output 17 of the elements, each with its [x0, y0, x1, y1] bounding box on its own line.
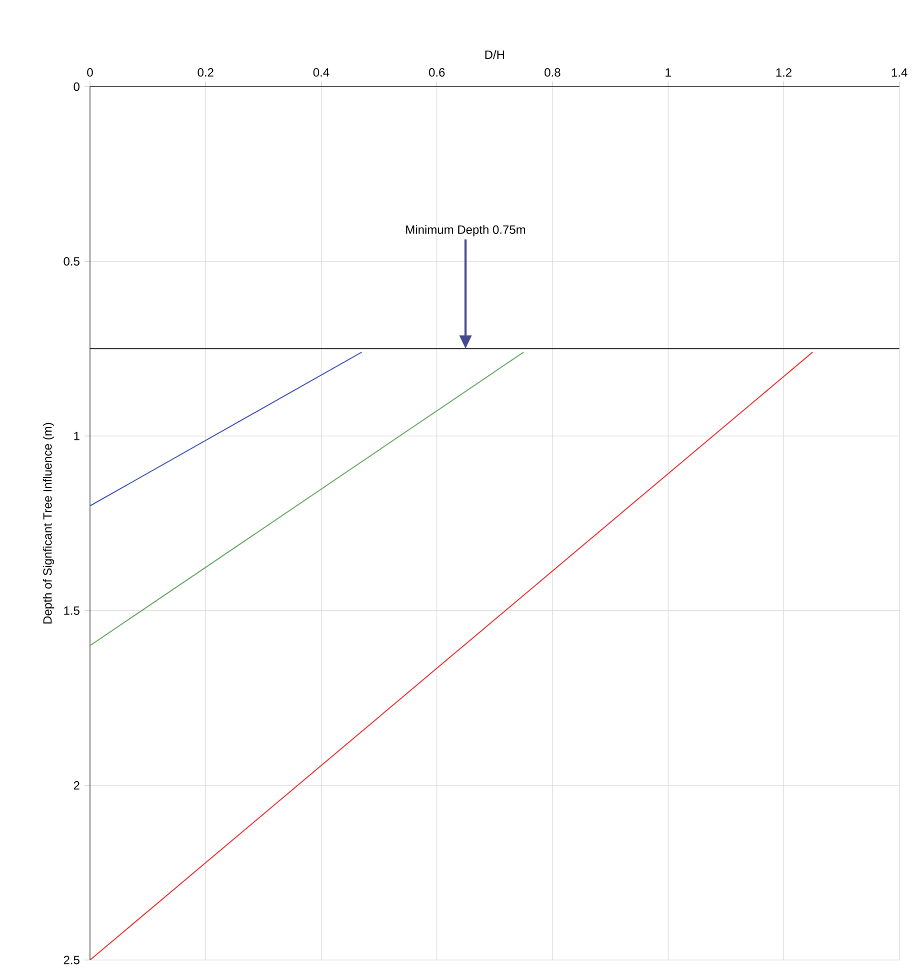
x-tick-label: 0.6	[428, 68, 445, 77]
y-tick-label: 2	[74, 781, 80, 790]
y-tick-label: 1	[74, 432, 80, 440]
x-axis-title: D/H	[485, 50, 504, 59]
ref-line-label: Minimum Depth 0.75m	[406, 225, 526, 236]
y-tick-label: 1.5	[64, 606, 80, 615]
x-tick-label: 1.2	[776, 68, 792, 77]
x-tick-label: 1	[666, 68, 671, 77]
y-tick-label: 2.5	[64, 956, 80, 964]
y-tick-label: 0.5	[64, 257, 80, 266]
x-tick-label: 0.8	[544, 68, 560, 77]
x-tick-label: 0	[87, 68, 93, 77]
y-axis-title: Depth of Signficant Tree Influence (m)	[42, 422, 54, 624]
x-tick-label: 0.4	[313, 68, 330, 77]
y-tick-label: 0	[74, 82, 80, 91]
x-tick-label: 0.2	[198, 68, 214, 77]
x-tick-label: 1.4	[892, 68, 908, 77]
